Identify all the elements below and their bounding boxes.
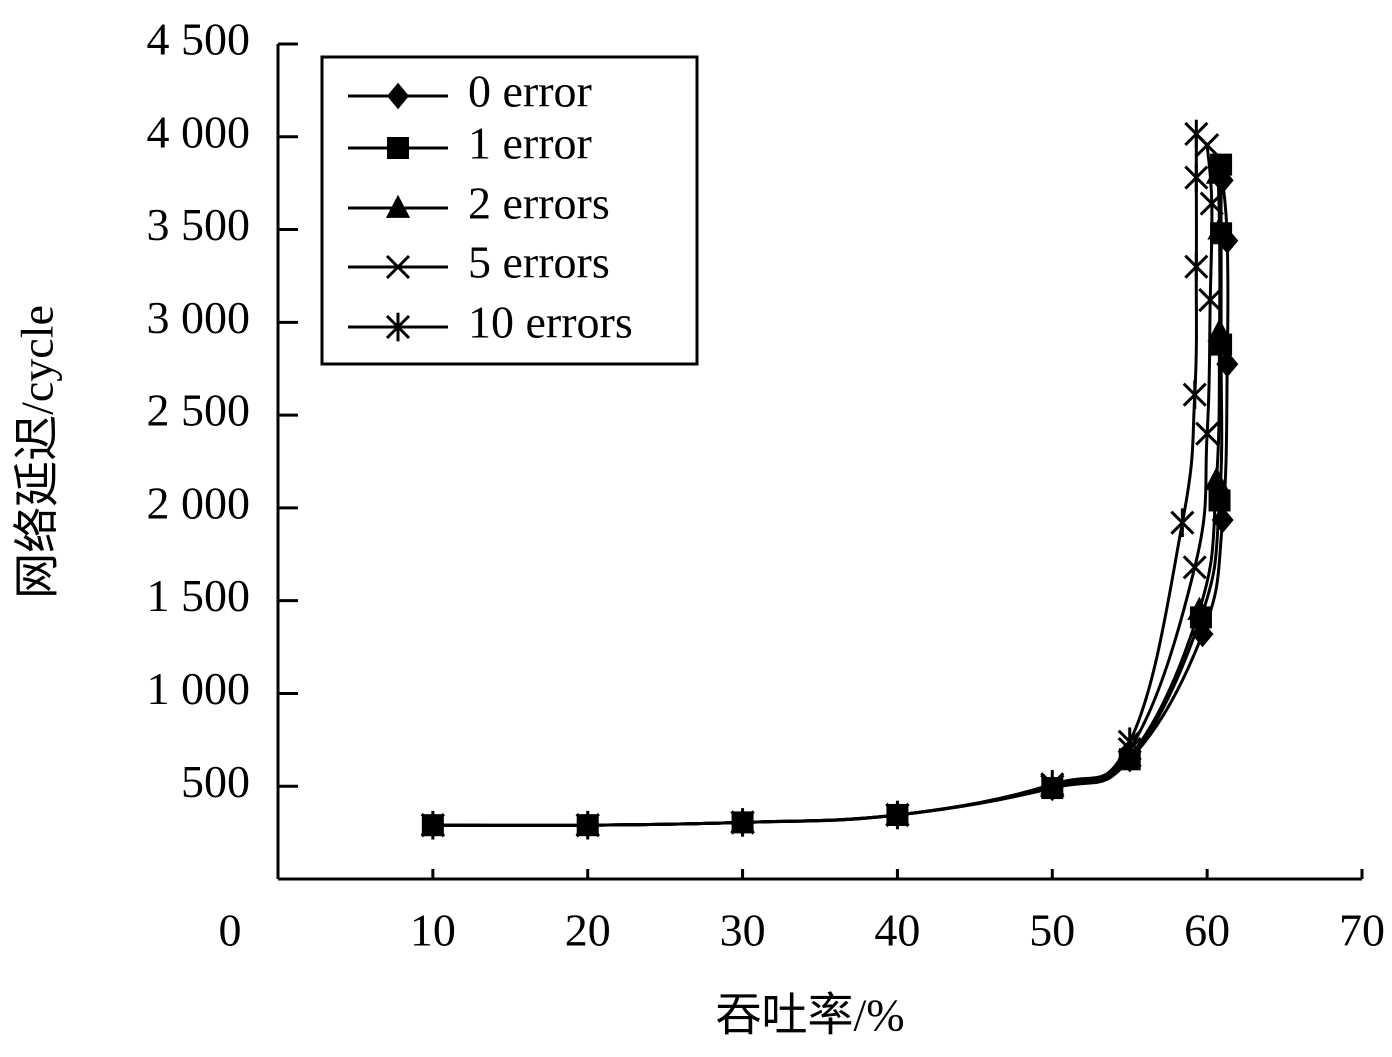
- marker: [1207, 318, 1232, 342]
- marker-shape: [1204, 466, 1229, 490]
- marker: [1211, 506, 1234, 534]
- marker: [1184, 252, 1209, 281]
- marker-shape: [387, 137, 409, 159]
- x-tick-label: 40: [874, 905, 920, 956]
- marker-shape: [1198, 288, 1223, 313]
- x-tick-label: 0: [219, 905, 242, 956]
- marker-shape: [1187, 596, 1212, 620]
- marker: [885, 800, 910, 830]
- legend-box: [320, 55, 699, 366]
- marker: [1184, 119, 1209, 149]
- y-tick-label: 2 500: [147, 385, 251, 436]
- y-axis-label: 网络延迟/cycle: [12, 305, 63, 599]
- x-tick-label: 30: [720, 905, 766, 956]
- marker: [1182, 555, 1207, 580]
- y-tick-label: 3 500: [147, 199, 251, 250]
- marker: [1040, 770, 1065, 799]
- marker-shape: [1211, 506, 1234, 534]
- marker: [730, 808, 755, 837]
- marker: [1195, 421, 1220, 446]
- marker: [1184, 163, 1209, 192]
- marker: [1187, 596, 1212, 620]
- y-tick-label: 3 000: [147, 292, 251, 343]
- y-tick-label: 4 000: [147, 106, 251, 157]
- marker: [1208, 489, 1231, 512]
- marker-shape: [1207, 318, 1232, 342]
- marker-shape: [1195, 421, 1220, 446]
- x-tick-label: 50: [1029, 905, 1075, 956]
- marker: [1207, 216, 1232, 240]
- x-axis-label: 吞吐率/%: [715, 990, 904, 1041]
- y-tick-label: 1 500: [147, 570, 251, 621]
- x-tick-label: 70: [1339, 905, 1385, 956]
- x-tick-label: 20: [565, 905, 611, 956]
- marker: [385, 312, 411, 342]
- y-tick-label: 2 000: [147, 477, 251, 528]
- y-tick-label: 4 500: [147, 14, 251, 65]
- marker-shape: [385, 194, 411, 218]
- marker-shape: [1208, 489, 1231, 512]
- marker: [1117, 727, 1142, 756]
- y-tick-label: 500: [181, 756, 250, 807]
- x-tick-label: 10: [410, 905, 456, 956]
- marker-shape: [385, 254, 411, 280]
- marker-shape: [1182, 555, 1207, 580]
- marker: [387, 82, 409, 110]
- marker: [1170, 508, 1195, 538]
- legend-label: 5 errors: [468, 237, 610, 288]
- marker: [1199, 191, 1224, 216]
- marker: [575, 810, 600, 840]
- marker: [1182, 380, 1207, 409]
- marker-shape: [387, 82, 409, 110]
- marker-shape: [1207, 216, 1232, 240]
- marker: [1204, 466, 1229, 490]
- legend-label: 10 errors: [468, 297, 633, 348]
- legend-label: 2 errors: [468, 178, 610, 229]
- marker-shape: [1199, 191, 1224, 216]
- marker: [387, 137, 409, 159]
- marker: [1198, 288, 1223, 313]
- marker: [385, 254, 411, 280]
- y-tick-label: 1 000: [147, 663, 251, 714]
- legend-label: 1 error: [468, 118, 592, 169]
- legend-label: 0 error: [468, 66, 592, 117]
- marker: [420, 810, 445, 840]
- marker: [385, 194, 411, 218]
- x-tick-label: 60: [1184, 905, 1230, 956]
